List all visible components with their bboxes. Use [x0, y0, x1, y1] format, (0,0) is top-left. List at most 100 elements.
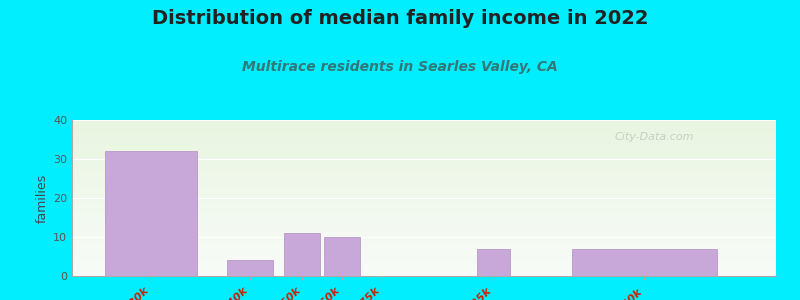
Bar — [72, 149, 776, 150]
Bar — [72, 167, 776, 168]
Bar — [72, 214, 776, 215]
Bar — [72, 263, 776, 264]
Bar — [72, 152, 776, 153]
Bar — [72, 142, 776, 143]
Bar — [72, 162, 776, 163]
Bar — [72, 184, 776, 185]
Bar — [72, 205, 776, 206]
Bar — [72, 219, 776, 220]
Bar — [72, 178, 776, 179]
Bar — [72, 208, 776, 209]
Bar — [72, 164, 776, 165]
Bar — [72, 185, 776, 186]
Bar — [72, 253, 776, 254]
Y-axis label: families: families — [36, 173, 49, 223]
Bar — [72, 202, 776, 203]
Bar — [72, 121, 776, 122]
Bar — [72, 150, 776, 151]
Bar — [72, 146, 776, 147]
Bar — [72, 224, 776, 225]
Bar — [72, 145, 776, 146]
Text: City-Data.com: City-Data.com — [614, 133, 694, 142]
Bar — [72, 180, 776, 181]
Bar — [72, 275, 776, 276]
Bar — [72, 183, 776, 184]
Bar — [72, 246, 776, 247]
Bar — [72, 199, 776, 200]
Bar — [72, 225, 776, 226]
Bar — [284, 233, 320, 276]
Bar — [72, 160, 776, 161]
Bar — [72, 181, 776, 182]
Bar — [72, 256, 776, 257]
Bar — [72, 239, 776, 240]
Bar — [72, 198, 776, 199]
Bar — [72, 141, 776, 142]
Bar — [72, 216, 776, 217]
Bar — [72, 221, 776, 222]
Bar — [72, 238, 776, 239]
Bar — [72, 206, 776, 207]
Bar — [72, 140, 776, 141]
Bar — [72, 251, 776, 252]
Bar — [72, 127, 776, 128]
Bar — [72, 255, 776, 256]
Bar — [72, 241, 776, 242]
Bar — [72, 254, 776, 255]
Bar — [72, 274, 776, 275]
Bar — [72, 137, 776, 138]
Bar — [72, 189, 776, 190]
Bar — [72, 230, 776, 231]
Bar — [72, 271, 776, 272]
Bar — [72, 237, 776, 238]
Bar — [72, 235, 776, 236]
Bar — [72, 244, 776, 245]
Bar — [72, 187, 776, 188]
Bar — [72, 174, 776, 175]
Bar — [72, 248, 776, 249]
Bar — [72, 207, 776, 208]
Bar — [72, 177, 776, 178]
Bar — [72, 186, 776, 187]
Bar — [72, 217, 776, 218]
Bar — [72, 161, 776, 162]
Bar — [72, 272, 776, 273]
Bar — [72, 257, 776, 258]
Bar — [72, 222, 776, 223]
Bar — [72, 215, 776, 216]
Bar — [72, 126, 776, 127]
Text: Distribution of median family income in 2022: Distribution of median family income in … — [152, 9, 648, 28]
Bar — [72, 179, 776, 180]
Bar — [105, 151, 197, 276]
Bar — [72, 130, 776, 131]
Bar — [72, 175, 776, 176]
Bar — [72, 196, 776, 197]
Text: Multirace residents in Searles Valley, CA: Multirace residents in Searles Valley, C… — [242, 60, 558, 74]
Bar — [72, 176, 776, 177]
Bar — [72, 247, 776, 248]
Bar — [72, 195, 776, 196]
Bar — [72, 240, 776, 241]
Bar — [72, 211, 776, 212]
Bar — [72, 203, 776, 204]
Bar — [72, 265, 776, 266]
Bar — [72, 273, 776, 274]
Bar — [72, 204, 776, 205]
Bar — [72, 194, 776, 195]
Bar — [72, 173, 776, 174]
Bar — [72, 259, 776, 260]
Bar — [72, 223, 776, 224]
Bar — [72, 125, 776, 126]
Bar — [72, 260, 776, 261]
Bar — [72, 236, 776, 237]
Bar — [72, 169, 776, 170]
Bar — [324, 237, 360, 276]
Bar — [72, 213, 776, 214]
Bar — [72, 124, 776, 125]
Bar — [72, 165, 776, 166]
Bar — [226, 260, 273, 276]
Bar — [72, 136, 776, 137]
Bar — [72, 123, 776, 124]
Bar — [72, 158, 776, 159]
Bar — [72, 166, 776, 167]
